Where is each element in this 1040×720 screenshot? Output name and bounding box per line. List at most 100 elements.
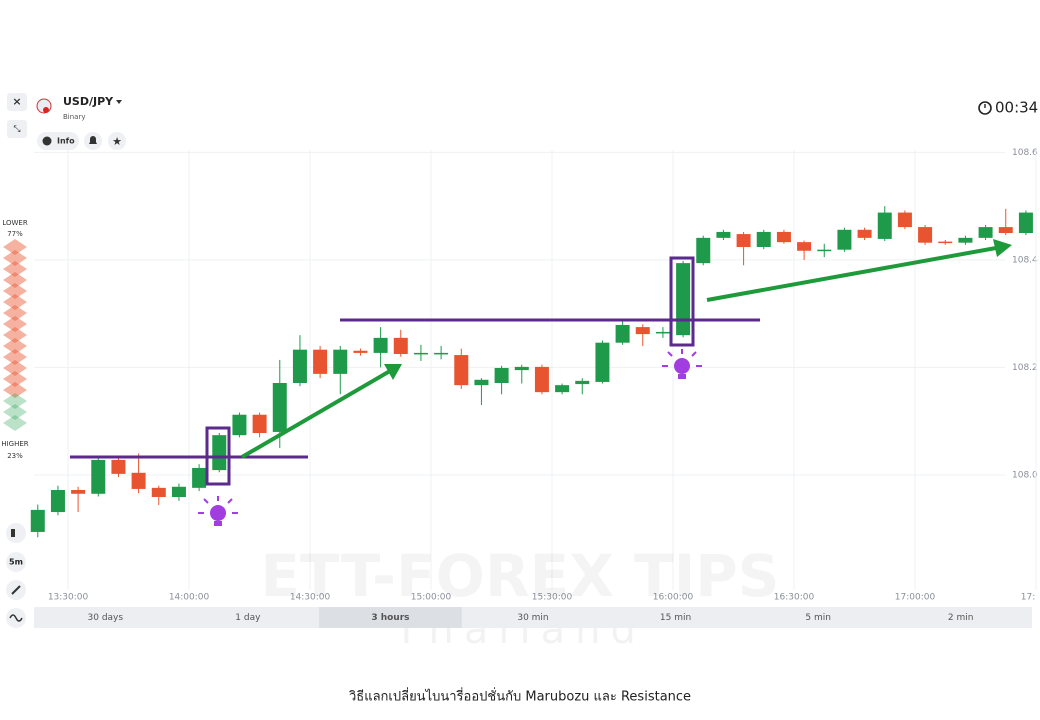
meter-cell [3,327,27,343]
symbol[interactable]: USD/JPY [63,95,114,108]
meter-cell [3,349,27,365]
meter-cell [3,239,27,255]
meter-cell [3,316,27,332]
period-selected[interactable] [319,607,462,628]
candle-body [212,435,227,471]
interval: 5m [9,558,23,567]
watermark: ETT-FOREX TIPS [260,542,779,610]
arrow [240,369,392,459]
higher-label: HIGHER [1,440,28,448]
x-tick-label: 17:00:00 [895,593,936,603]
y-tick-label: 108.2 [1012,363,1038,373]
candle-body [413,352,428,355]
candle-body [30,509,45,532]
meter-cell [3,305,27,321]
candle-body [50,490,65,513]
close-button[interactable] [7,93,27,111]
candle-body [998,227,1013,234]
meter-cell [3,272,27,288]
dropdown-arrow[interactable] [116,100,122,104]
candle-body [595,342,610,382]
candle-body [514,366,529,371]
candle-body [676,263,691,336]
period-option[interactable]: 15 min [660,613,691,623]
candle-body [555,385,570,393]
candle-body [91,459,106,494]
period-option[interactable]: 3 hours [371,613,409,623]
close-icon: × [12,95,21,108]
timer: 00:34 [995,99,1038,117]
wave-icon [9,614,23,622]
candle-body [635,327,650,335]
arrow-head [384,364,402,380]
mode: Binary [63,113,86,121]
candle-body [776,231,791,243]
y-tick-label: 108.0 [1012,470,1038,480]
meter-cell [3,371,27,387]
annotations [70,239,1012,526]
arrow-head [993,239,1012,257]
arrow [706,246,997,302]
periods: 30 days 1 day 3 hours 30 min 15 min 5 min 2 mi… [88,607,974,628]
timer-icon [978,101,992,115]
collapse-icon: ⤡ [13,125,20,135]
candle-body [696,237,711,264]
candle-body [474,379,489,386]
candle-body [1018,212,1033,234]
candle-body [736,234,751,247]
y-tick-label: 108.6 [1012,148,1038,158]
candle-body [575,380,590,385]
info-label: Info [57,137,75,146]
favorite-button[interactable] [108,132,126,150]
bulb-icon [198,496,238,526]
x-tick-label: 15:00:00 [411,593,452,603]
candle-body [978,227,993,238]
period-option[interactable]: 5 min [805,613,831,623]
meter-cell [3,404,27,420]
candle-body [454,355,469,386]
collapse-button[interactable] [7,120,27,138]
pen-icon [11,585,21,595]
meter-cell [3,294,27,310]
x-tick-label: 16:30:00 [774,593,815,603]
highlight-box [669,256,695,347]
candle-body [494,367,509,384]
period-option[interactable]: 2 min [948,613,974,623]
candle-body [171,486,186,497]
lower-pct: 77% [7,230,23,238]
candle-body [615,324,630,343]
candle-body [837,229,852,250]
x-tick-label: 14:30:00 [290,593,331,603]
period-option[interactable]: 1 day [235,613,261,623]
lower-label: LOWER [2,219,28,227]
x-tick-label: 13:30:00 [48,593,89,603]
candle-body [756,231,771,247]
meter-cell [3,338,27,354]
period-bar [34,607,1032,628]
candle-body [534,366,549,393]
meter-cell [3,261,27,277]
x-tick-label: 15:30:00 [532,593,573,603]
grid: 108.0 108.2 108.4 108.6 13:30:00 14:00:00 14:3… [34,148,1038,603]
period-option[interactable]: 30 min [517,613,548,623]
star-icon: ★ [112,135,122,148]
info-button[interactable] [37,132,79,150]
candle-body [353,350,368,353]
candle-body [393,337,408,354]
interval-button[interactable] [6,552,26,572]
meter-cell [3,250,27,266]
candle-body [252,414,267,434]
candle-body [434,352,449,355]
candle-body [111,459,126,474]
candle-body [958,237,973,243]
meter-cell [3,382,27,398]
chart-type-button[interactable] [6,523,26,543]
period-option[interactable]: 30 days [88,613,124,623]
x-tick-label: 17: [1021,593,1035,603]
highlight-box [205,426,231,486]
info-icon [42,136,52,146]
candle-body [71,490,86,494]
candles [30,206,1033,538]
candle-body [313,349,328,374]
